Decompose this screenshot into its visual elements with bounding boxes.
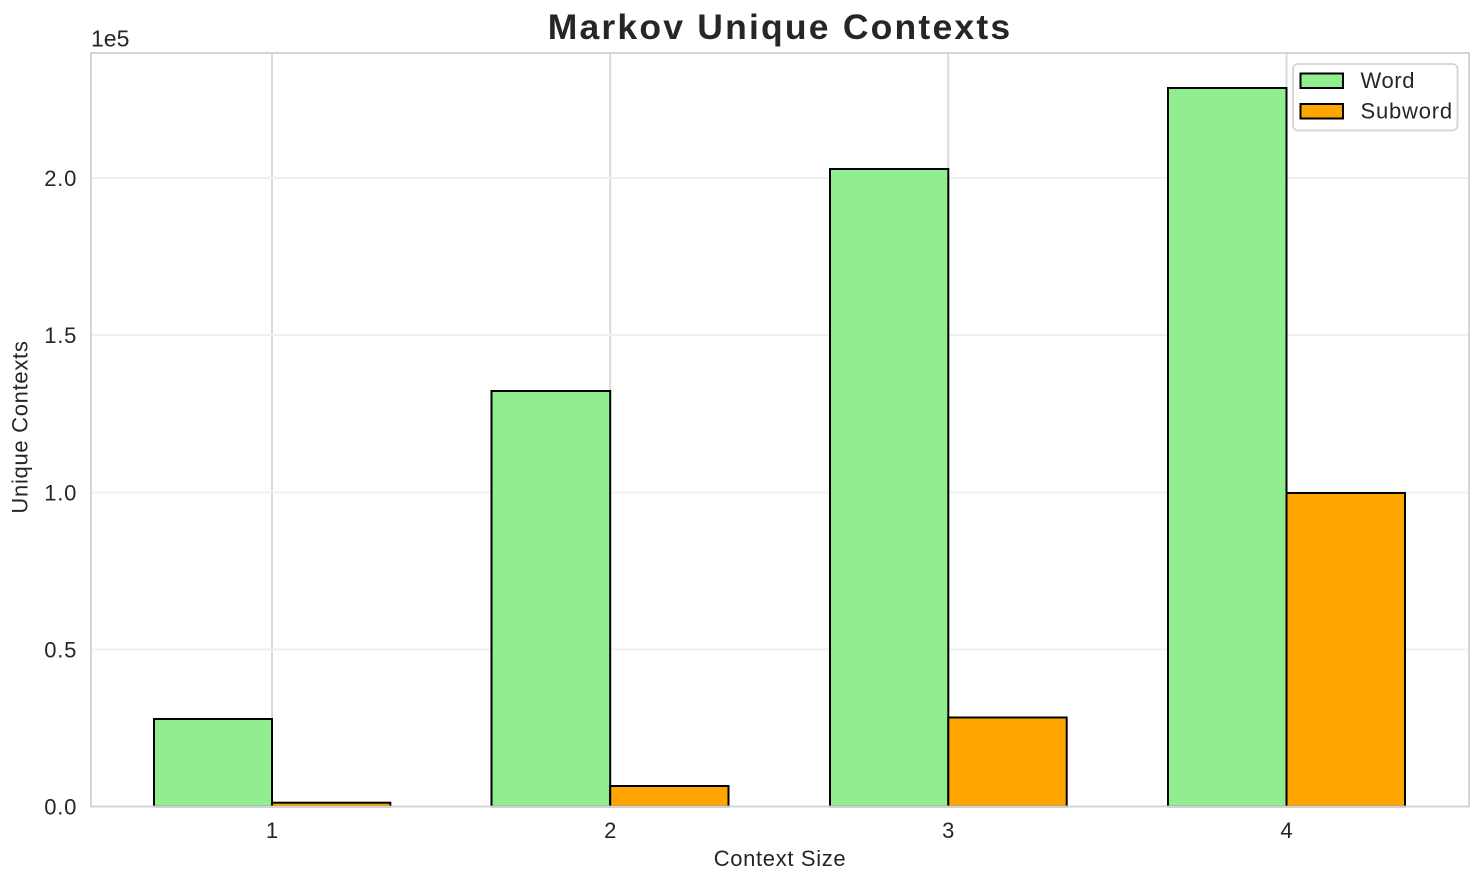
svg-text:1.5: 1.5 — [44, 323, 77, 348]
svg-text:Word: Word — [1361, 68, 1416, 93]
svg-text:Markov Unique Contexts: Markov Unique Contexts — [548, 7, 1013, 47]
svg-text:0.0: 0.0 — [44, 794, 77, 819]
svg-text:1e5: 1e5 — [91, 25, 129, 51]
svg-text:2.0: 2.0 — [44, 166, 77, 191]
svg-text:1: 1 — [266, 818, 278, 843]
svg-text:0.5: 0.5 — [44, 637, 77, 662]
svg-text:Subword: Subword — [1361, 98, 1453, 123]
svg-text:Context Size: Context Size — [714, 846, 847, 871]
svg-text:2: 2 — [604, 818, 616, 843]
svg-text:1.0: 1.0 — [44, 480, 77, 505]
svg-text:4: 4 — [1280, 818, 1292, 843]
svg-text:Unique Contexts: Unique Contexts — [8, 340, 33, 513]
svg-text:3: 3 — [942, 818, 954, 843]
